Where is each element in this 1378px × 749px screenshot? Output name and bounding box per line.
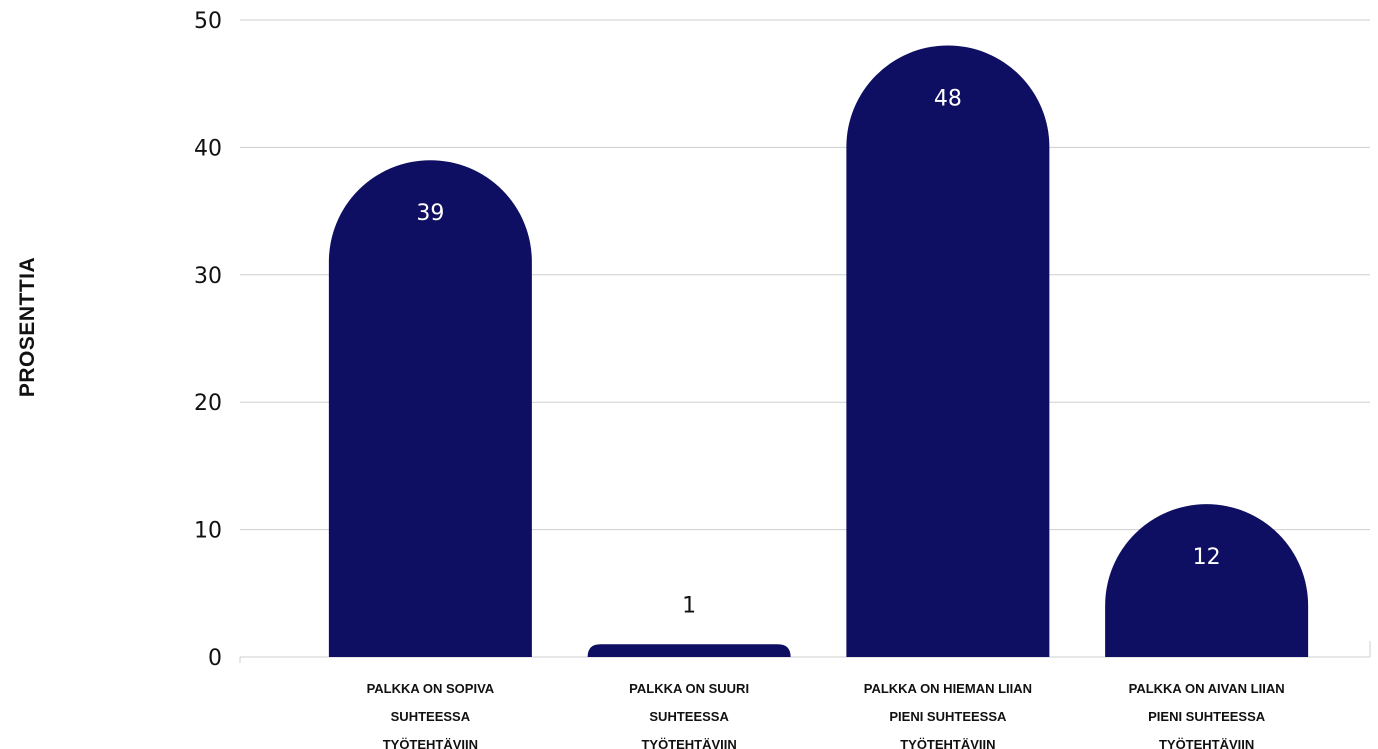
category-label: SUHTEESSA bbox=[649, 709, 729, 724]
category-label: TYÖTEHTÄVIIN bbox=[900, 737, 995, 749]
bar-value-label: 12 bbox=[1193, 545, 1221, 570]
bars bbox=[328, 45, 1309, 658]
category-label: PALKKA ON HIEMAN LIIAN bbox=[864, 681, 1032, 696]
y-tick-label: 30 bbox=[194, 264, 222, 289]
category-label: PIENI SUHTEESSA bbox=[889, 709, 1007, 724]
bar-value-label: 39 bbox=[416, 201, 444, 226]
y-tick-label: 0 bbox=[208, 646, 222, 671]
y-tick-labels: 0 10 20 30 40 50 bbox=[194, 9, 222, 671]
y-axis-label: PROSENTTIA bbox=[16, 257, 39, 397]
category-labels: PALKKA ON SOPIVA SUHTEESSA TYÖTEHTÄVIIN PAL… bbox=[367, 681, 1285, 749]
y-tick-label: 20 bbox=[194, 391, 222, 416]
bar-value-label: 1 bbox=[682, 593, 696, 618]
category-label: TYÖTEHTÄVIIN bbox=[641, 737, 736, 749]
category-label: PIENI SUHTEESSA bbox=[1148, 709, 1266, 724]
y-tick-label: 40 bbox=[194, 136, 222, 161]
category-label: TYÖTEHTÄVIIN bbox=[1159, 737, 1254, 749]
bar bbox=[1105, 504, 1309, 657]
category-label: PALKKA ON SUURI bbox=[629, 681, 749, 696]
bar bbox=[328, 160, 532, 657]
category-label: PALKKA ON AIVAN LIIAN bbox=[1129, 681, 1285, 696]
bar-value-label: 48 bbox=[934, 86, 962, 111]
y-tick-label: 10 bbox=[194, 519, 222, 544]
bar bbox=[587, 644, 791, 657]
bar bbox=[846, 45, 1050, 658]
category-label: SUHTEESSA bbox=[391, 709, 471, 724]
category-label: PALKKA ON SOPIVA bbox=[367, 681, 495, 696]
value-labels: 39 1 48 12 bbox=[416, 86, 1220, 618]
category-label: TYÖTEHTÄVIIN bbox=[383, 737, 478, 749]
y-tick-label: 50 bbox=[194, 9, 222, 34]
